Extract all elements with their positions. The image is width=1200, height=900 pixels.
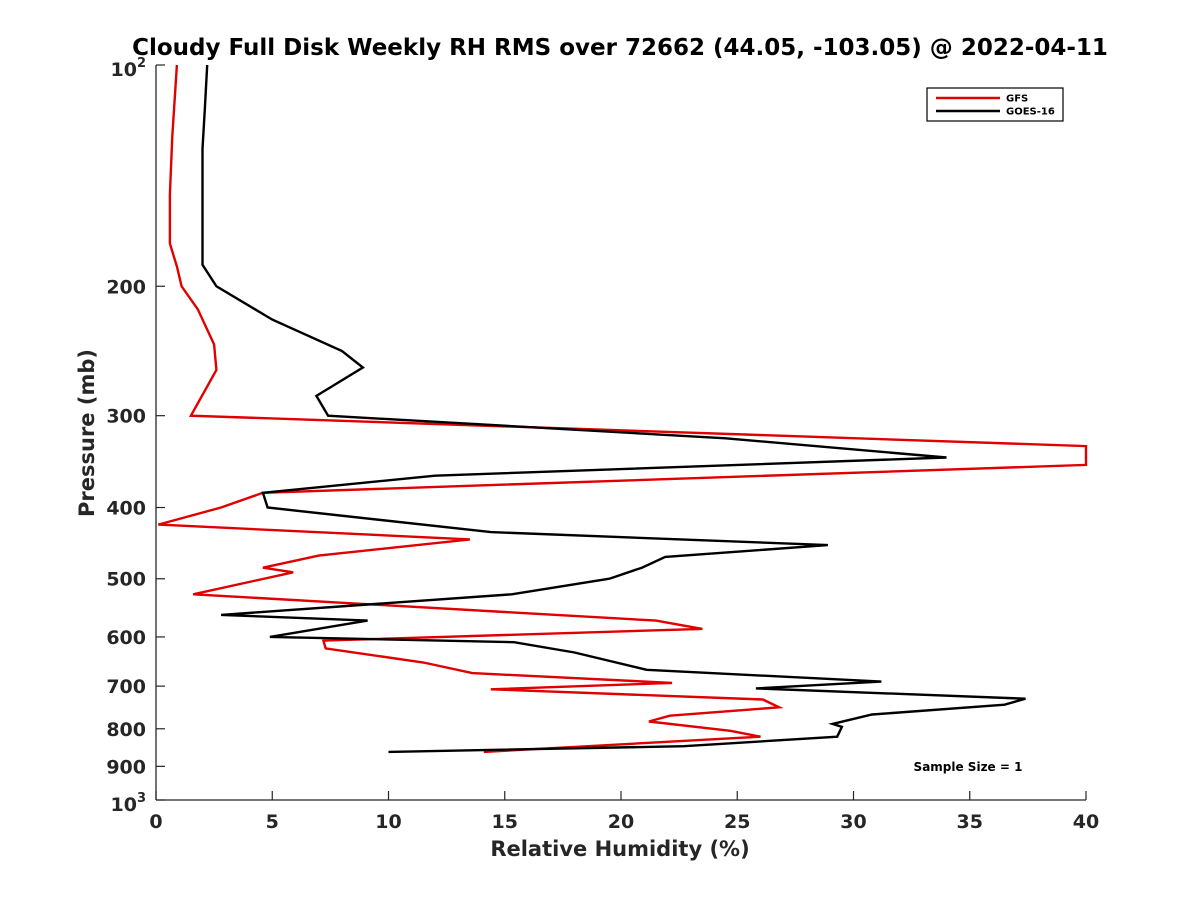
y-tick-label: 500 [106,569,146,591]
series-layer [157,64,1088,754]
series-line-goes16 [201,64,1026,754]
x-tick-label: 35 [957,811,983,833]
legend-label-gfs: GFS [1006,94,1028,105]
y-tick-label: 400 [106,498,146,520]
x-axis-label: Relative Humidity (%) [490,837,749,861]
x-tick-label: 30 [840,811,866,833]
y-tick-label: 102 [111,56,147,81]
y-tick-label: 200 [106,276,146,298]
x-axis-ticks: 0 5 10 15 20 25 30 35 40 [149,791,1099,833]
x-tick-label: 10 [375,811,401,833]
y-tick-label: 900 [106,756,146,778]
y-tick-label: 800 [106,719,146,741]
x-tick-label: 40 [1073,811,1099,833]
y-tick-label: 600 [106,627,146,649]
legend-box [926,87,1064,122]
legend-label-goes16: GOES-16 [1006,107,1055,118]
x-tick-label: 15 [492,811,518,833]
x-tick-label: 20 [608,811,634,833]
y-tick-label: 700 [106,676,146,698]
y-tick-label: 103 [111,791,147,816]
legend: GFS GOES-16 [926,87,1064,122]
series-line-gfs [157,64,1088,754]
y-axis-ticks: 102 200 300 400 500 600 700 800 900 103 [106,56,165,816]
x-tick-label: 5 [266,811,279,833]
x-tick-label: 0 [149,811,162,833]
y-axis-label: Pressure (mb) [75,349,99,517]
x-tick-label: 25 [724,811,750,833]
y-tick-label: 300 [106,406,146,428]
plot-area: 0 5 10 15 20 25 30 35 40 102 200 300 400 500 600 700 80… [106,56,1099,833]
chart-title: Cloudy Full Disk Weekly RH RMS over 7266… [132,35,1108,61]
sample-size-annotation: Sample Size = 1 [914,760,1023,774]
